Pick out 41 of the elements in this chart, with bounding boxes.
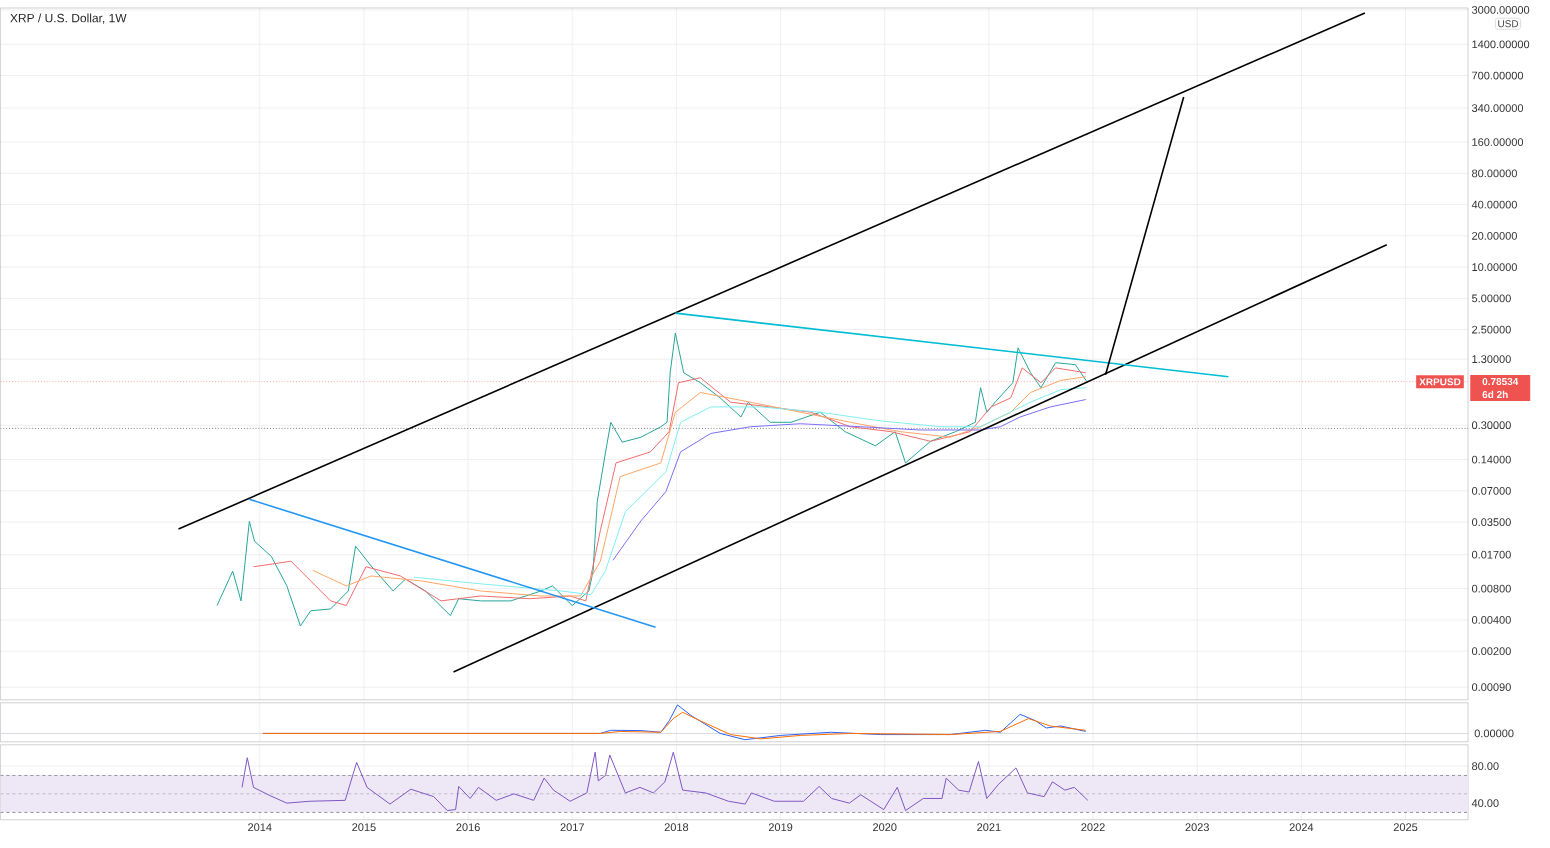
y-tick-label: 1400.00000 <box>1472 40 1530 49</box>
y-tick-label: 0.00400 <box>1471 616 1511 624</box>
y-tick-label: 20.00000 <box>1472 232 1517 240</box>
y-tick-label: 40.00000 <box>1471 200 1517 209</box>
y-tick-label: 80.00000 <box>1472 169 1517 178</box>
x-tick-label: 2025 <box>1393 823 1418 832</box>
y-tick-label: 3000.00000 <box>1471 6 1530 14</box>
y-tick-label: 0.03500 <box>1471 518 1511 527</box>
ref-line-label: XRPUSD <box>1419 378 1461 386</box>
x-tick-label: 2014 <box>248 823 272 832</box>
y-tick-label: 340.00000 <box>1471 104 1524 113</box>
x-tick-label: 2017 <box>560 823 584 832</box>
x-tick-label: 2020 <box>873 823 897 832</box>
y-tick-label: 160.00000 <box>1472 138 1524 147</box>
y-tick-label: 0.00090 <box>1471 683 1511 692</box>
text: 0.00000 <box>1474 729 1514 738</box>
chart-title: XRP / U.S. Dollar, 1W <box>10 13 127 24</box>
x-tick-label: 2023 <box>1185 823 1209 832</box>
y-tick-label: 10.00000 <box>1472 263 1517 272</box>
y-tick-label: 0.00800 <box>1471 584 1511 593</box>
y-tick-label: 0.00200 <box>1471 647 1511 656</box>
y-axis-title: USD <box>1498 20 1519 28</box>
y-tick-label: 80.00 <box>1472 762 1499 771</box>
y-tick-label: 700.00000 <box>1472 71 1524 80</box>
x-tick-label: 2022 <box>1081 823 1105 832</box>
y-tick-label: 1.30000 <box>1472 355 1511 364</box>
y-tick-label: 40.00 <box>1471 799 1499 808</box>
x-tick-label: 2019 <box>768 823 793 832</box>
x-tick-label: 2018 <box>664 823 689 832</box>
y-tick-label: 0.01700 <box>1471 550 1511 559</box>
y-tick-label: 0.30000 <box>1471 421 1511 430</box>
x-tick-label: 2016 <box>456 823 480 832</box>
text: 6d 2h <box>1482 390 1508 399</box>
y-tick-label: 5.00000 <box>1471 294 1511 303</box>
x-tick-label: 2015 <box>352 823 376 832</box>
x-tick-label: 2021 <box>977 823 1001 832</box>
y-tick-label: 0.07000 <box>1471 487 1511 495</box>
text: 0.78534 <box>1482 378 1519 386</box>
y-tick-label: 0.14000 <box>1471 455 1511 464</box>
y-tick-label: 2.50000 <box>1472 325 1511 334</box>
x-tick-label: 2024 <box>1289 823 1314 832</box>
